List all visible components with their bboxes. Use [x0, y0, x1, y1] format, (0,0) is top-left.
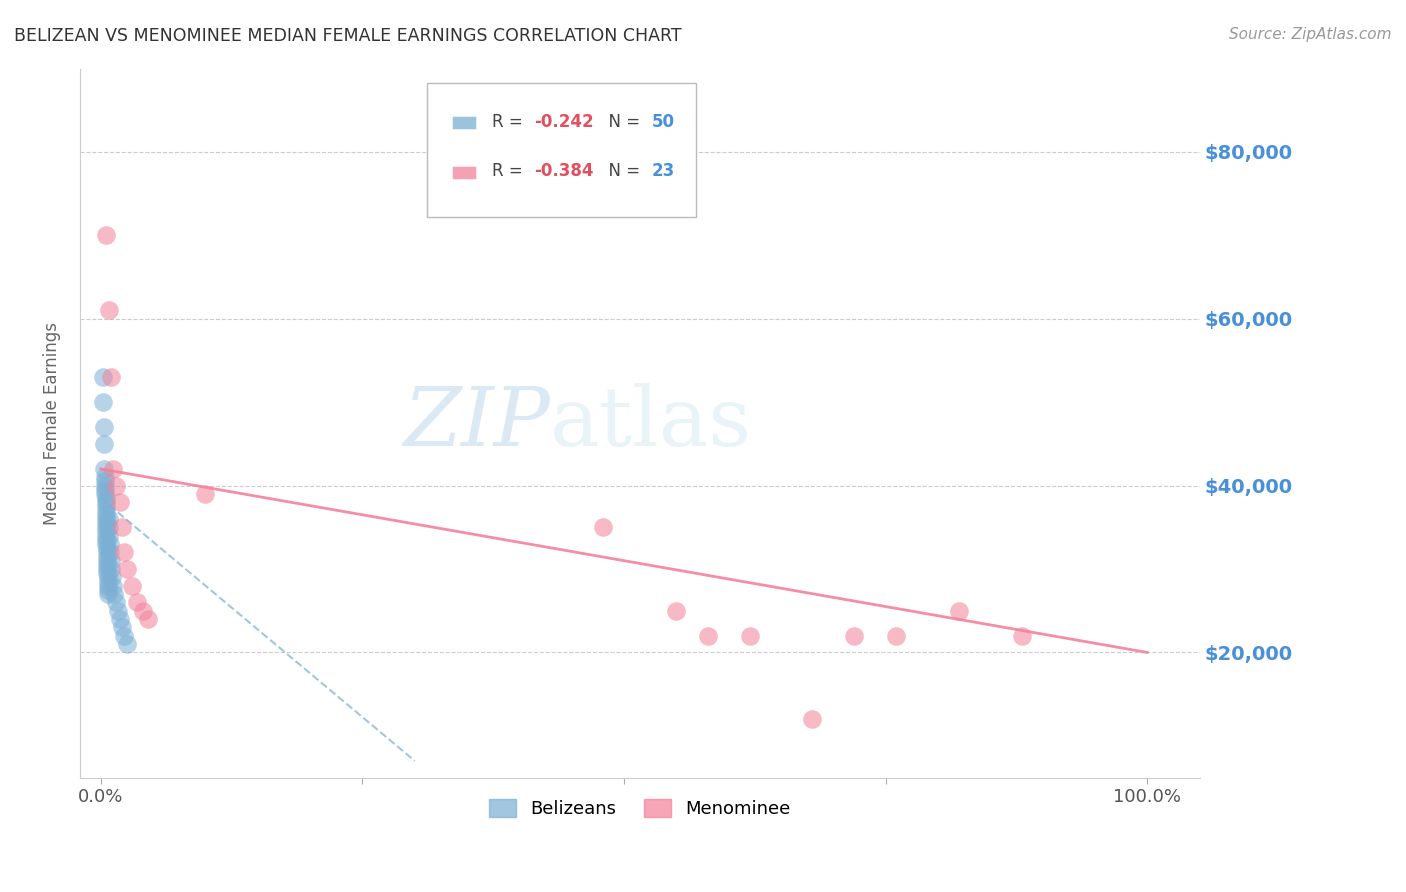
Point — [96, 541, 118, 556]
Legend: Belizeans, Menominee: Belizeans, Menominee — [482, 791, 797, 825]
Point — [97, 574, 120, 589]
Point — [131, 604, 153, 618]
FancyBboxPatch shape — [451, 116, 477, 129]
Point — [94, 475, 117, 489]
Point — [696, 629, 718, 643]
Point — [94, 483, 117, 497]
Text: R =: R = — [492, 162, 527, 180]
Text: 50: 50 — [652, 112, 675, 131]
Y-axis label: Median Female Earnings: Median Female Earnings — [44, 321, 60, 524]
Point — [121, 579, 143, 593]
Text: -0.242: -0.242 — [534, 112, 595, 131]
Point — [94, 470, 117, 484]
Point — [105, 595, 128, 609]
Point — [665, 604, 688, 618]
Point — [738, 629, 761, 643]
Point — [94, 537, 117, 551]
Point — [108, 495, 131, 509]
Point — [98, 520, 121, 534]
Point — [94, 508, 117, 522]
Point — [107, 604, 129, 618]
Point — [111, 620, 134, 634]
Point — [97, 570, 120, 584]
Point — [100, 554, 122, 568]
Text: ZIP: ZIP — [404, 383, 550, 463]
Point — [96, 554, 118, 568]
Point — [96, 566, 118, 581]
Point — [112, 545, 135, 559]
Point — [94, 516, 117, 530]
Point — [94, 500, 117, 514]
Point — [94, 478, 117, 492]
Point — [1011, 629, 1033, 643]
Point — [127, 595, 149, 609]
Point — [98, 537, 121, 551]
Point — [112, 629, 135, 643]
Point — [115, 562, 138, 576]
Point — [94, 524, 117, 539]
Point — [98, 545, 121, 559]
Text: Source: ZipAtlas.com: Source: ZipAtlas.com — [1229, 27, 1392, 42]
Point — [194, 487, 217, 501]
Text: N =: N = — [599, 112, 645, 131]
Point — [103, 462, 125, 476]
Point — [103, 579, 125, 593]
Point — [94, 491, 117, 505]
Point — [94, 503, 117, 517]
Point — [94, 487, 117, 501]
Point — [98, 512, 121, 526]
Point — [97, 579, 120, 593]
Point — [103, 587, 125, 601]
FancyBboxPatch shape — [451, 166, 477, 179]
Point — [100, 370, 122, 384]
Point — [111, 520, 134, 534]
Point — [108, 612, 131, 626]
Point — [592, 520, 614, 534]
Point — [96, 545, 118, 559]
Point — [884, 629, 907, 643]
Point — [98, 529, 121, 543]
Point — [91, 370, 114, 384]
Point — [94, 228, 117, 243]
Point — [100, 562, 122, 576]
Text: R =: R = — [492, 112, 527, 131]
FancyBboxPatch shape — [427, 83, 696, 218]
Point — [98, 303, 121, 318]
Point — [94, 529, 117, 543]
Text: 23: 23 — [652, 162, 675, 180]
Point — [97, 582, 120, 597]
Text: -0.384: -0.384 — [534, 162, 593, 180]
Point — [115, 637, 138, 651]
Point — [96, 562, 118, 576]
Point — [96, 549, 118, 564]
Point — [93, 462, 115, 476]
Point — [136, 612, 159, 626]
Point — [94, 520, 117, 534]
Point — [844, 629, 866, 643]
Text: N =: N = — [599, 162, 645, 180]
Point — [97, 587, 120, 601]
Point — [94, 512, 117, 526]
Point — [93, 437, 115, 451]
Text: BELIZEAN VS MENOMINEE MEDIAN FEMALE EARNINGS CORRELATION CHART: BELIZEAN VS MENOMINEE MEDIAN FEMALE EARN… — [14, 27, 682, 45]
Point — [948, 604, 970, 618]
Point — [801, 712, 824, 726]
Text: atlas: atlas — [550, 383, 752, 463]
Point — [91, 395, 114, 409]
Point — [105, 478, 128, 492]
Point — [96, 558, 118, 572]
Point — [101, 570, 124, 584]
Point — [93, 420, 115, 434]
Point — [94, 533, 117, 547]
Point — [94, 495, 117, 509]
